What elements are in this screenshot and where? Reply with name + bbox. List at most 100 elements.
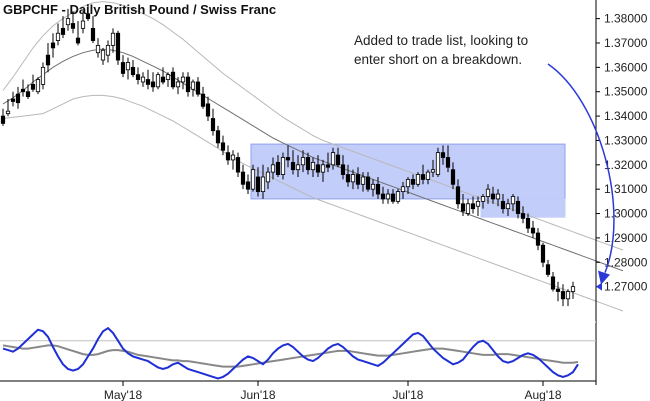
candle-body — [550, 276, 556, 290]
candle-body — [380, 193, 386, 200]
candle-body — [175, 81, 181, 88]
candle-body — [65, 18, 71, 26]
candle — [75, 21, 81, 46]
candle — [325, 152, 331, 173]
candle — [455, 179, 461, 209]
candle — [65, 8, 71, 31]
candle-body — [315, 164, 321, 173]
candle-body — [215, 130, 221, 144]
candle — [210, 108, 216, 136]
candle-body — [235, 157, 241, 173]
candle — [260, 164, 266, 199]
candle-body — [400, 186, 406, 193]
candle — [310, 157, 316, 177]
candle-body — [375, 183, 381, 195]
candle-body — [340, 164, 346, 175]
candle-body — [155, 74, 161, 88]
candle-body — [135, 74, 141, 80]
candle-body — [205, 103, 211, 117]
candle — [540, 242, 546, 268]
candle — [380, 186, 386, 204]
candle-body — [95, 45, 101, 54]
candle — [355, 167, 361, 190]
candle-body — [285, 157, 291, 161]
candle-body — [260, 176, 266, 193]
candle-body — [365, 176, 371, 190]
candle — [155, 72, 161, 90]
candle-body — [90, 27, 96, 41]
candle — [180, 72, 186, 90]
candle-body — [280, 157, 286, 175]
candle — [460, 194, 466, 216]
price-tick-label: 1.31000 — [604, 182, 648, 196]
candle — [145, 69, 151, 90]
candle — [290, 150, 296, 175]
candle — [130, 60, 136, 78]
current-price-marker — [596, 282, 602, 291]
candle — [225, 145, 231, 165]
candle — [555, 281, 561, 302]
candle-body — [55, 32, 61, 41]
candle — [395, 189, 401, 204]
candle-body — [105, 45, 111, 56]
candle-body — [455, 186, 461, 205]
candle — [485, 184, 491, 204]
candle-body — [225, 152, 231, 161]
candle-body — [350, 174, 356, 183]
price-tick-label: 1.38000 — [604, 12, 648, 26]
candle — [125, 57, 131, 80]
price-tick-label: 1.28000 — [604, 255, 648, 269]
price-tick-label: 1.33000 — [604, 133, 648, 147]
candle-body — [460, 203, 466, 212]
candle-body — [535, 232, 541, 246]
candle — [20, 79, 26, 97]
candle-body — [360, 176, 366, 185]
candle-body — [500, 200, 506, 210]
candle-body — [5, 110, 11, 115]
price-axis-ticks: 1.38000 1.37000 1.36000 1.35000 1.34000 1.330… — [596, 12, 648, 294]
candle-body — [125, 62, 131, 71]
candle-body — [100, 49, 106, 61]
candle — [405, 176, 411, 195]
candle-body — [490, 193, 496, 200]
candle — [305, 152, 311, 175]
candle-body — [395, 191, 401, 202]
candle — [265, 167, 271, 190]
candle — [530, 220, 536, 238]
candle-body — [515, 200, 521, 214]
annotation-line-1: Added to trade list, looking to — [354, 33, 528, 48]
candle — [425, 169, 431, 185]
candle — [200, 86, 206, 109]
candle — [170, 67, 176, 90]
price-tick-label: 1.35000 — [604, 85, 648, 99]
candle — [370, 179, 376, 197]
candle — [230, 150, 236, 170]
candle-body — [565, 291, 571, 300]
candle — [45, 42, 51, 73]
candle-body — [245, 181, 251, 190]
candle-body — [545, 264, 551, 275]
candle-body — [570, 286, 576, 292]
candle-body — [255, 176, 261, 193]
candle-body — [85, 13, 91, 20]
candle-body — [385, 193, 391, 200]
candle-body — [15, 93, 21, 104]
lower-band-line — [2, 94, 624, 312]
candle — [340, 155, 346, 180]
annotation-line-2: enter short on a breakdown. — [354, 52, 522, 67]
candle — [25, 84, 31, 100]
candle-body — [440, 152, 446, 158]
candle — [375, 176, 381, 199]
candle-body — [310, 161, 316, 171]
candle — [50, 33, 56, 58]
candle — [410, 174, 416, 190]
candle — [475, 196, 481, 216]
candle-body — [540, 244, 546, 263]
candle — [185, 72, 191, 97]
oscillator-slow-line — [2, 344, 579, 368]
candle-body — [110, 32, 116, 46]
annotation-arrow — [547, 63, 615, 273]
candle — [360, 172, 366, 192]
candle — [55, 23, 61, 46]
candle-body — [505, 203, 511, 210]
